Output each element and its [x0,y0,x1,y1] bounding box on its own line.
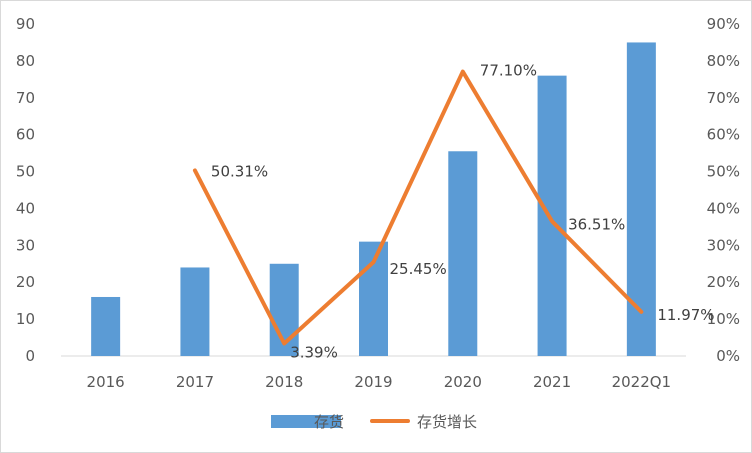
x-tick-label: 2021 [533,373,571,391]
x-axis: 2016 2017 2018 2019 2020 2021 2022Q1 [87,373,672,391]
data-label: 11.97% [657,306,714,324]
data-label: 77.10% [480,62,537,80]
y-left-tick-label: 90 [16,15,35,33]
y-left-tick-label: 80 [16,52,35,70]
y-right-tick-label: 60% [707,126,740,144]
data-label: 50.31% [211,162,268,180]
growth-line [192,69,644,346]
bar [448,151,478,356]
legend: 存货 存货增长 [271,413,477,431]
y-right-tick-label: 40% [707,199,740,217]
y-right-tick-label: 90% [707,15,740,33]
y-right-tick-label: 20% [707,273,740,291]
bar [626,42,656,356]
bar [180,267,210,356]
x-tick-label: 2018 [265,373,303,391]
y-left-tick-label: 60 [16,126,35,144]
y-left-tick-label: 40 [16,199,35,217]
y-left-tick-label: 20 [16,273,35,291]
data-label: 36.51% [568,215,625,233]
data-label: 25.45% [390,260,447,278]
y-axis-left: 0 10 20 30 40 50 60 70 80 90 [16,15,35,365]
y-axis-right: 0% 10% 20% 30% 40% 50% 60% 70% 80% 90% [707,15,740,365]
line-series [192,69,644,346]
legend-swatch-bar [271,415,341,428]
data-label: 3.39% [290,343,338,361]
y-left-tick-label: 0 [25,347,35,365]
bar [91,296,121,356]
data-labels: 50.31% 3.39% 25.45% 77.10% 36.51% 11.97% [211,62,715,362]
y-right-tick-label: 70% [707,89,740,107]
y-right-tick-label: 10% [707,310,740,328]
y-right-tick-label: 0% [716,347,740,365]
x-tick-label: 2019 [354,373,392,391]
legend-label-bar: 存货 [314,413,344,431]
legend-label-line: 存货增长 [417,413,477,431]
y-left-tick-label: 70 [16,89,35,107]
x-tick-label: 2022Q1 [612,373,672,391]
y-right-tick-label: 50% [707,163,740,181]
x-tick-label: 2016 [87,373,125,391]
y-left-tick-label: 10 [16,310,35,328]
y-left-tick-label: 50 [16,163,35,181]
y-right-tick-label: 30% [707,236,740,254]
y-right-tick-label: 80% [707,52,740,70]
x-tick-label: 2020 [444,373,482,391]
y-left-tick-label: 30 [16,236,35,254]
x-tick-label: 2017 [176,373,214,391]
bar [537,75,567,357]
bar-series [91,42,656,357]
